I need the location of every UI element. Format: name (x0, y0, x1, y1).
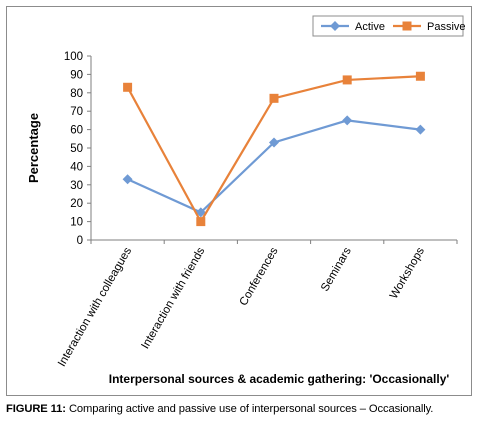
legend-item-active: Active (321, 21, 385, 33)
series-layer (122, 71, 426, 227)
y-tick-label: 30 (70, 180, 83, 192)
data-point (269, 137, 279, 148)
y-axis: 0 10 20 30 40 50 60 70 80 90 100 (64, 51, 92, 247)
y-axis-title: Percentage (26, 113, 41, 183)
y-tick-label: 20 (70, 198, 83, 210)
legend-label: Passive (427, 21, 466, 33)
x-tick-label: Workshops (388, 245, 427, 301)
y-tick-label: 100 (64, 51, 83, 63)
y-tick-label: 60 (70, 125, 83, 137)
legend: Active Passive (312, 15, 466, 37)
legend-marker (330, 21, 340, 31)
y-tick-label: 10 (70, 217, 83, 229)
y-tick-label: 40 (70, 161, 83, 173)
y-tick-label: 50 (70, 143, 83, 155)
x-tick-label: Seminars (319, 245, 354, 293)
data-point (415, 71, 425, 81)
caption-label: FIGURE 11: (6, 403, 66, 415)
series-passive (123, 71, 425, 227)
x-axis: Interaction with colleagues Interaction w… (56, 239, 458, 369)
data-point (123, 82, 133, 92)
y-tick-label: 80 (70, 88, 83, 100)
legend-box (312, 15, 464, 37)
data-point (196, 217, 206, 227)
legend-marker (402, 21, 412, 31)
figure-caption: FIGURE 11: Comparing active and passive … (6, 403, 476, 415)
x-tick-label: Interaction with colleagues (56, 245, 134, 369)
x-tick-label: Conferences (238, 245, 281, 308)
y-tick-label: 0 (77, 235, 83, 247)
data-point (415, 124, 426, 135)
chart-frame: Active Passive 0 10 20 30 40 50 60 70 80 90 100 Int… (6, 6, 472, 396)
data-point (269, 93, 279, 103)
caption-text: Comparing active and passive use of inte… (65, 403, 434, 415)
data-point (342, 75, 352, 85)
x-tick-label: Interaction with friends (139, 245, 207, 351)
legend-label: Active (355, 21, 385, 33)
x-axis-title: Interpersonal sources & academic gatheri… (109, 372, 450, 386)
legend-item-passive: Passive (393, 21, 466, 33)
line-chart: Active Passive 0 10 20 30 40 50 60 70 80 90 100 Int… (26, 15, 466, 386)
data-point (342, 115, 353, 126)
y-tick-label: 70 (70, 106, 83, 118)
y-tick-label: 90 (70, 69, 83, 81)
series-active (122, 115, 426, 218)
data-point (122, 174, 133, 185)
